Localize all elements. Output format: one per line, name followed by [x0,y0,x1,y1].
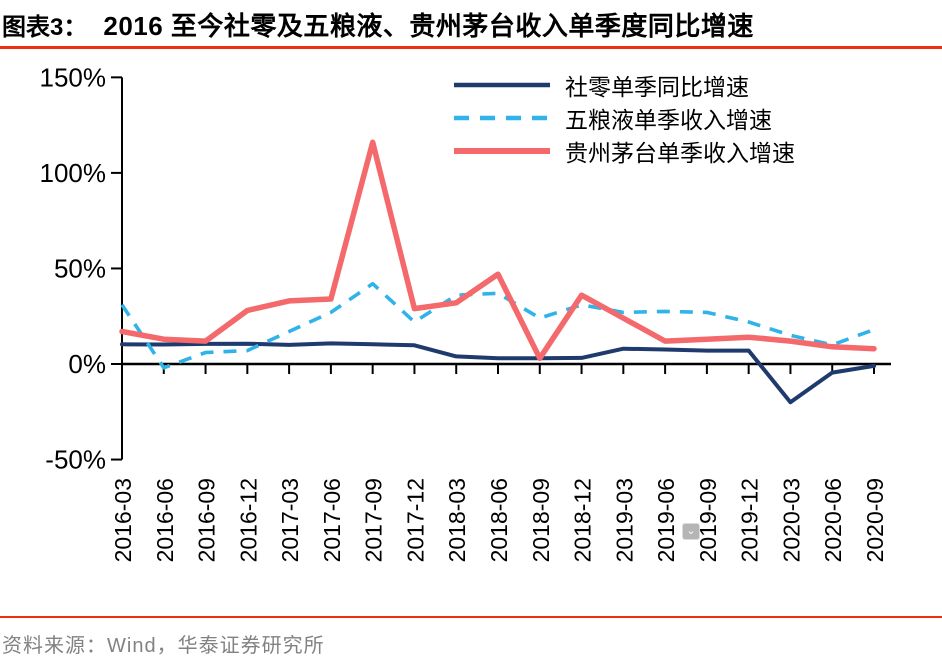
x-tick-label: 2017-12 [402,478,428,562]
x-tick-label: 2017-06 [319,478,345,562]
y-tick-label: 0% [68,349,106,379]
footer-divider [0,616,942,618]
x-tick-label: 2019-12 [737,478,763,562]
x-tick-label: 2016-09 [194,478,220,562]
page-title: 2016 至今社零及五粮液、贵州茅台收入单季度同比增速 [103,11,754,41]
x-tick-label: 2017-03 [277,478,303,562]
x-tick-label: 2018-03 [444,478,470,562]
chevron-down-icon[interactable]: ⌄ [682,523,700,540]
legend-label: 社零单季同比增速 [565,73,749,100]
legend: 社零单季同比增速 五粮液单季收入增速 贵州茅台单季收入增速 [452,68,795,167]
legend-line-dashed-icon [454,115,550,120]
y-tick-label: -50% [45,445,106,475]
x-axis-tick-labels: 2016-03 2016-06 2016-09 2016-12 2017-03 2017-… [110,478,888,562]
series-line-1 [120,281,875,370]
legend-line-solid-icon [454,82,550,87]
legend-label: 五粮液单季收入增速 [565,106,772,133]
y-tick-label: 50% [54,253,106,283]
series-line-2 [119,139,877,362]
title-divider [0,46,942,49]
y-tick-label: 150% [40,62,107,92]
source-note: 资料来源：Wind，华泰证券研究所 [2,635,325,657]
legend-item: 五粮液单季收入增速 [452,101,795,134]
legend-line-solid-icon [454,147,550,154]
legend-label: 贵州茅台单季收入增速 [565,139,795,166]
x-tick-label: 2019-06 [653,478,679,562]
series-line-0 [120,341,876,405]
chart-plot: 150%100%50%0%-50%2016-03 2016-06 2016-09 20… [40,62,891,562]
legend-item: 社零单季同比增速 [452,68,795,101]
x-tick-label: 2016-12 [235,478,261,562]
x-tick-label: 2020-06 [820,478,846,562]
legend-item: 贵州茅台单季收入增速 [452,134,795,167]
x-tick-label: 2020-09 [862,478,888,562]
x-tick-label: 2019-03 [611,478,637,562]
x-tick-label: 2019-09 [695,478,721,562]
x-tick-label: 2018-06 [486,478,512,562]
figure-number-label: 图表3： [2,14,88,41]
x-tick-label: 2020-03 [778,478,804,562]
x-tick-label: 2016-06 [152,478,178,562]
y-tick-label: 100% [40,158,107,188]
y-axis-tick-labels: 150% 100% 50% 0% -50% [40,62,107,474]
x-tick-label: 2016-03 [110,478,136,562]
x-tick-label: 2018-12 [570,478,596,562]
x-tick-label: 2018-09 [528,478,554,562]
chart-header: 图表3： 2016 至今社零及五粮液、贵州茅台收入单季度同比增速 [2,6,940,43]
x-tick-label: 2017-09 [361,478,387,562]
